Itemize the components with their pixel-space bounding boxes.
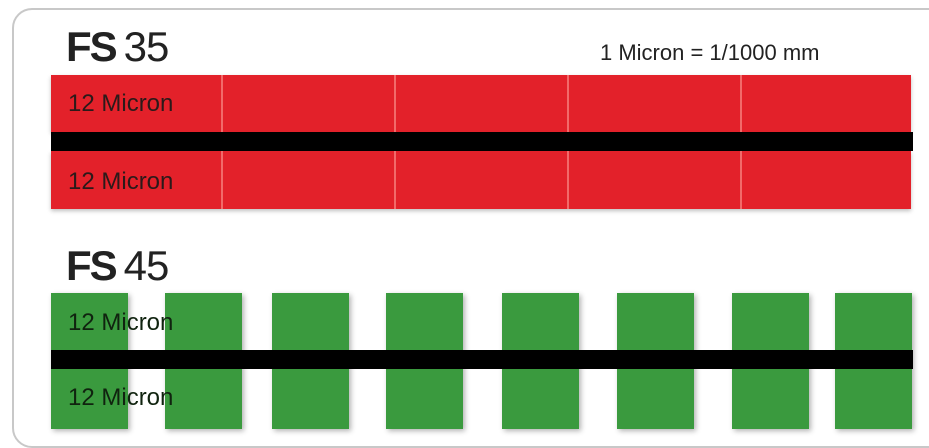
fs45-title: FS 45 — [66, 242, 170, 289]
fs35-bottom-layer — [51, 151, 911, 209]
fs45-number: 45 — [123, 242, 170, 289]
fs35-top-layer — [51, 75, 911, 132]
fs35-top-label: 12 Micron — [68, 90, 174, 117]
fs35-divider — [567, 75, 569, 132]
fs35-divider — [221, 151, 223, 209]
fs35-bottom-label: 12 Micron — [68, 168, 174, 195]
fs35-title: FS 35 — [66, 23, 170, 70]
unit-note: 1 Micron = 1/1000 mm — [600, 40, 820, 65]
fs35-divider — [394, 75, 396, 132]
fs35-divider — [567, 151, 569, 209]
fs35-divider — [740, 151, 742, 209]
fs35-divider — [394, 151, 396, 209]
fs45-bottom-label: 12 Micron — [68, 384, 174, 411]
fs45-brand: FS — [66, 242, 118, 289]
fs35-divider — [740, 75, 742, 132]
fs35-black-core — [51, 132, 913, 151]
fs35-divider — [221, 75, 223, 132]
fs45-black-core — [51, 350, 913, 369]
fs35-number: 35 — [123, 23, 170, 70]
fs35-brand: FS — [66, 23, 118, 70]
fs45-top-label: 12 Micron — [68, 309, 174, 336]
